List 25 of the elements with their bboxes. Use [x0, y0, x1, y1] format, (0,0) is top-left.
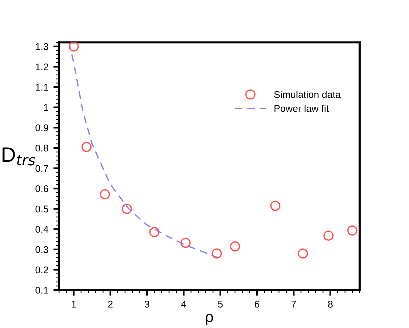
y-tick-label: 0.7	[36, 165, 48, 172]
y-tick-label: 0.2	[36, 266, 48, 274]
x-tick-label: 7	[292, 301, 296, 308]
y-tick-label: 0.5	[36, 206, 48, 213]
y-tick-label: 1.1	[36, 84, 48, 91]
y-tick-label: 1.2	[36, 64, 48, 71]
y-tick-label: 0.3	[36, 246, 48, 254]
x-tick-label: 3	[144, 300, 150, 308]
x-tick-label: 1	[72, 301, 76, 308]
y-tick-label: 1	[44, 104, 48, 112]
x-tick-label: 4	[181, 301, 186, 308]
x-axis-title: ρ	[206, 314, 214, 326]
x-tick-label: 6	[255, 300, 260, 308]
y-tick-label: 0.6	[36, 186, 48, 192]
y-tick-label: 0.1	[36, 287, 48, 294]
y-tick-label: 0.9	[36, 124, 48, 132]
x-tick-label: 2	[108, 300, 113, 308]
y-axis-title: D$_{trs}$	[2, 148, 36, 166]
x-tick-label: 8	[328, 300, 333, 308]
legend-label: Simulation data	[274, 91, 342, 98]
x-tick-label: 5	[218, 301, 223, 308]
y-tick-label: 0.4	[36, 226, 49, 234]
y-tick-label: 0.8	[36, 144, 48, 152]
legend-label: Power law fit	[274, 105, 330, 112]
y-tick-label: 1.3	[36, 43, 48, 50]
